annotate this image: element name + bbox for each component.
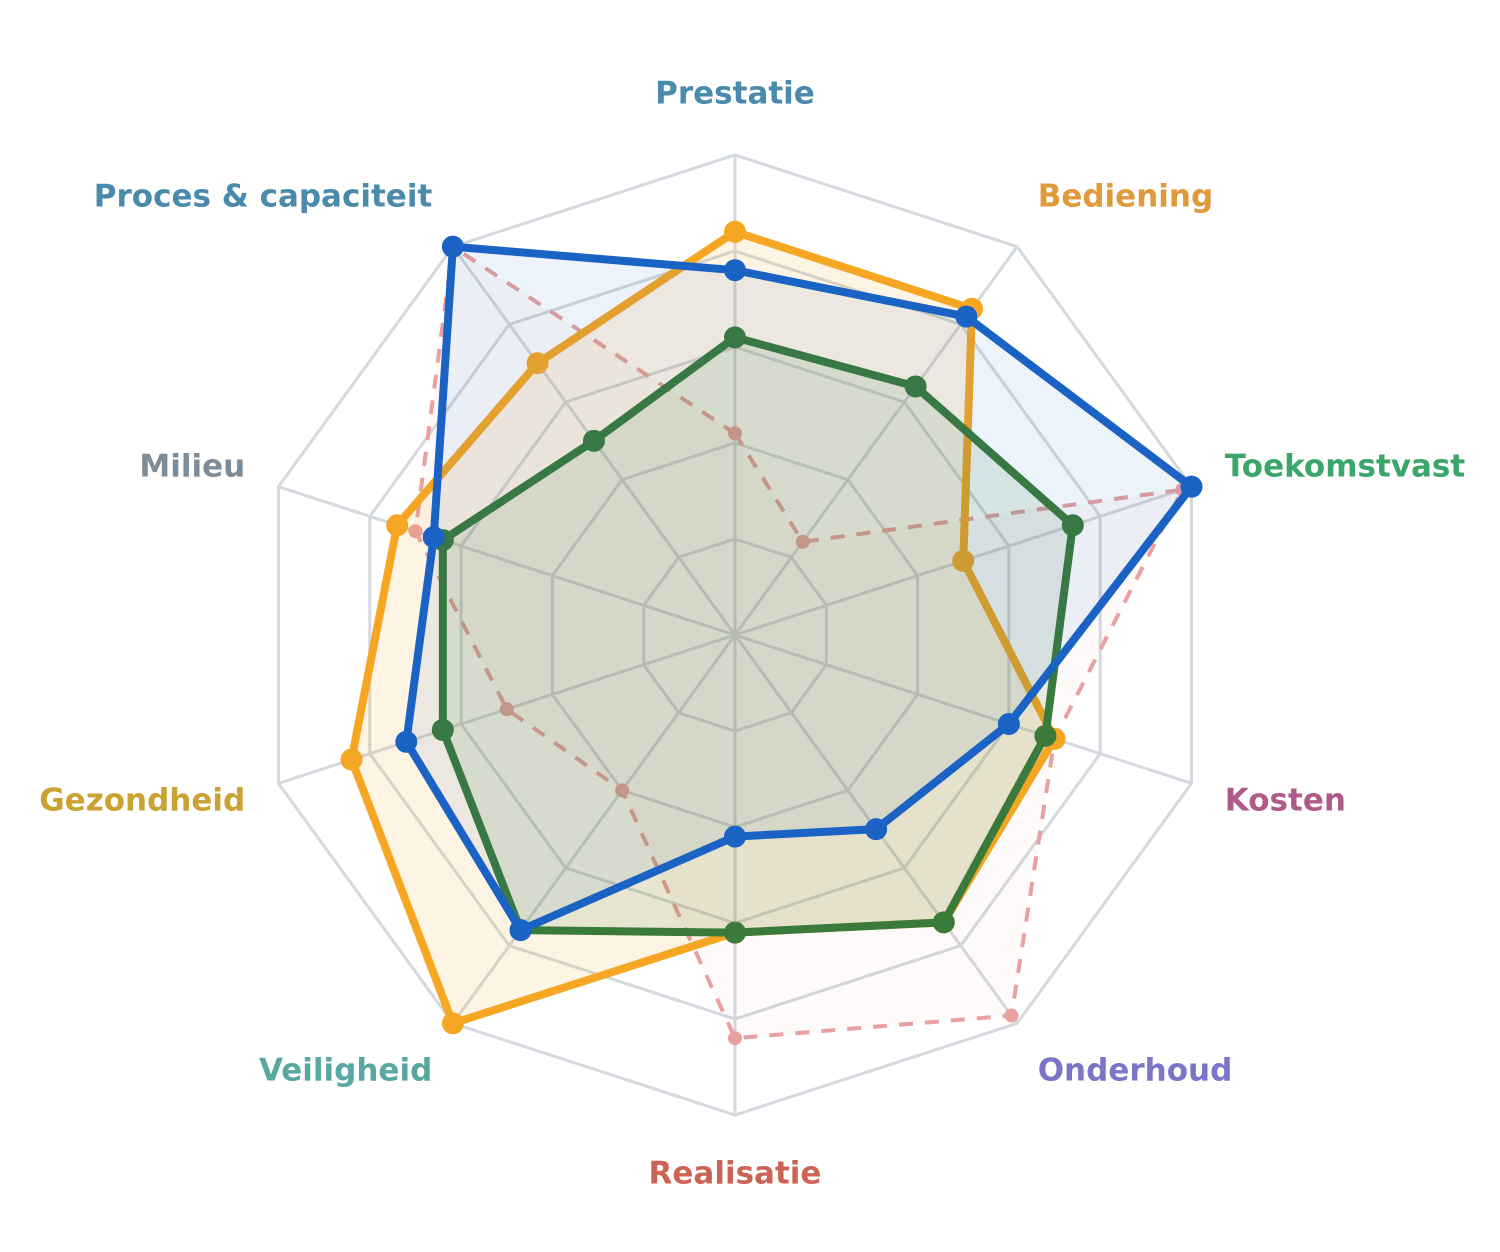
series-point (441, 235, 464, 258)
series-line (413, 244, 1185, 1041)
series-point (509, 919, 532, 942)
grid-spoke (278, 485, 736, 637)
series-point (499, 702, 514, 717)
axis-label: Kosten (1225, 782, 1346, 818)
radar-series (340, 220, 1203, 1046)
axis-label: Bediening (1038, 179, 1213, 215)
axis-label: Prestatie (655, 76, 815, 112)
series-point (728, 1031, 742, 1046)
series-point (952, 549, 975, 572)
series-point (997, 712, 1020, 735)
series-point (386, 514, 409, 537)
series-point (340, 748, 363, 771)
series-point (904, 375, 927, 398)
series-point (795, 534, 810, 549)
series-point (955, 305, 978, 328)
axis-label: Realisatie (649, 1156, 822, 1192)
axis-label: Veiligheid (259, 1052, 432, 1088)
series-area (442, 337, 1073, 933)
series-point (932, 911, 955, 934)
series-point (724, 326, 746, 349)
series-point (865, 818, 888, 841)
series-point (724, 921, 746, 944)
series-point (728, 426, 742, 441)
grid-spoke (451, 634, 737, 1025)
axis-label: Milieu (139, 449, 245, 485)
axis-label: Proces & capaciteit (94, 179, 433, 215)
series-4 (395, 235, 1203, 942)
series-point (615, 783, 630, 798)
series-point (1061, 514, 1084, 537)
series-point (724, 220, 746, 243)
series-point (724, 825, 746, 848)
series-point (395, 730, 418, 753)
axis-label: Gezondheid (39, 782, 245, 818)
axis-labels: Prestatie Bediening Toekomstvast Kosten Onde… (39, 76, 1465, 1192)
series-point (526, 352, 549, 375)
series-point (422, 526, 445, 549)
series-point (1004, 1008, 1019, 1023)
series-point (582, 429, 605, 452)
series-point (441, 1012, 464, 1035)
series-point (431, 718, 454, 741)
series-area (406, 246, 1192, 931)
series-point (1180, 475, 1203, 498)
axis-label: Onderhoud (1038, 1052, 1233, 1088)
grid-spoke (734, 633, 1192, 785)
series-point (724, 259, 746, 282)
series-3 (431, 326, 1084, 944)
series-point (408, 524, 423, 539)
axis-label: Toekomstvast (1225, 449, 1466, 485)
series-point (1034, 724, 1057, 747)
